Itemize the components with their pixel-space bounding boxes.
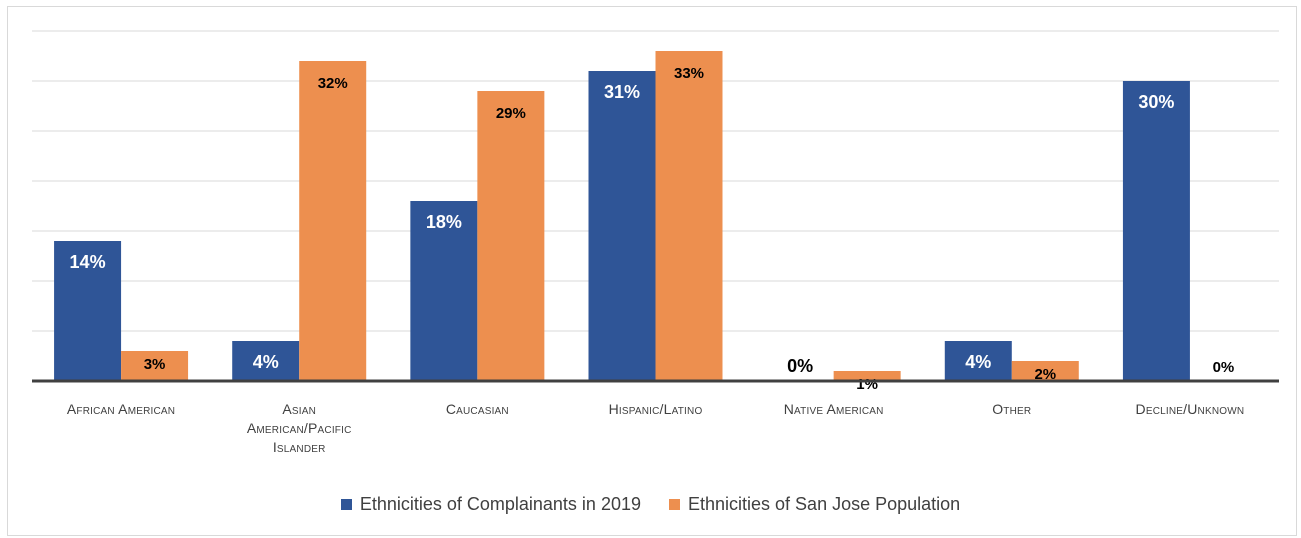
category-label-0: African American [41, 400, 201, 419]
legend-item-complainants: Ethnicities of Complainants in 2019 [340, 494, 641, 515]
legend-item-population: Ethnicities of San Jose Population [669, 494, 960, 515]
category-label-line: African American [66, 401, 176, 417]
category-label-line: Caucasian [445, 401, 509, 417]
category-label-1: Asian American/Pacific Islander [219, 400, 379, 457]
data-label-population-1: 32% [318, 75, 348, 92]
category-label-line: Native American [783, 401, 884, 417]
data-label-complainants-1: 4% [253, 352, 279, 372]
bar-population-4 [833, 371, 901, 381]
data-label-complainants-4: 0% [787, 356, 813, 376]
category-label-line: Asian [282, 401, 317, 417]
category-label-line: Other [992, 401, 1032, 417]
bar-complainants-6 [1122, 81, 1190, 381]
legend-label-complainants: Ethnicities of Complainants in 2019 [359, 494, 641, 514]
bar-population-1 [299, 61, 367, 381]
data-label-complainants-6: 30% [1138, 92, 1174, 112]
data-label-population-3: 33% [674, 65, 704, 82]
legend: Ethnicities of Complainants in 2019 Ethn… [0, 494, 1301, 515]
bar-complainants-1 [232, 341, 300, 381]
bar-complainants-0 [54, 241, 122, 381]
category-label-4: Native American [754, 400, 914, 419]
bar-population-3 [655, 51, 723, 381]
data-label-population-0: 3% [144, 356, 166, 373]
legend-swatch-population [669, 499, 680, 510]
bar-population-5 [1011, 361, 1079, 381]
data-label-population-2: 29% [496, 105, 526, 122]
category-label-2: Caucasian [397, 400, 557, 419]
bar-complainants-5 [944, 341, 1012, 381]
data-label-complainants-5: 4% [965, 352, 991, 372]
category-label-line: Hispanic/Latino [608, 401, 703, 417]
category-label-line: Decline/Unknown [1135, 401, 1245, 417]
data-label-complainants-2: 18% [426, 212, 462, 232]
bar-population-0 [121, 351, 189, 381]
legend-label-population: Ethnicities of San Jose Population [688, 494, 961, 514]
data-label-population-6: 0% [1213, 359, 1235, 376]
bar-complainants-2 [410, 201, 478, 381]
data-label-population-5: 2% [1034, 366, 1056, 383]
category-label-3: Hispanic/Latino [576, 400, 736, 419]
category-label-6: Decline/Unknown [1110, 400, 1270, 419]
data-label-complainants-3: 31% [604, 82, 640, 102]
bar-complainants-3 [588, 71, 656, 381]
category-label-line: American/Pacific [246, 420, 352, 436]
data-label-population-4: 1% [856, 376, 878, 393]
category-label-5: Other [932, 400, 1092, 419]
category-label-line: Islander [272, 439, 326, 455]
legend-swatch-complainants [340, 499, 352, 510]
data-label-complainants-0: 14% [70, 252, 106, 272]
bar-population-2 [477, 91, 545, 381]
